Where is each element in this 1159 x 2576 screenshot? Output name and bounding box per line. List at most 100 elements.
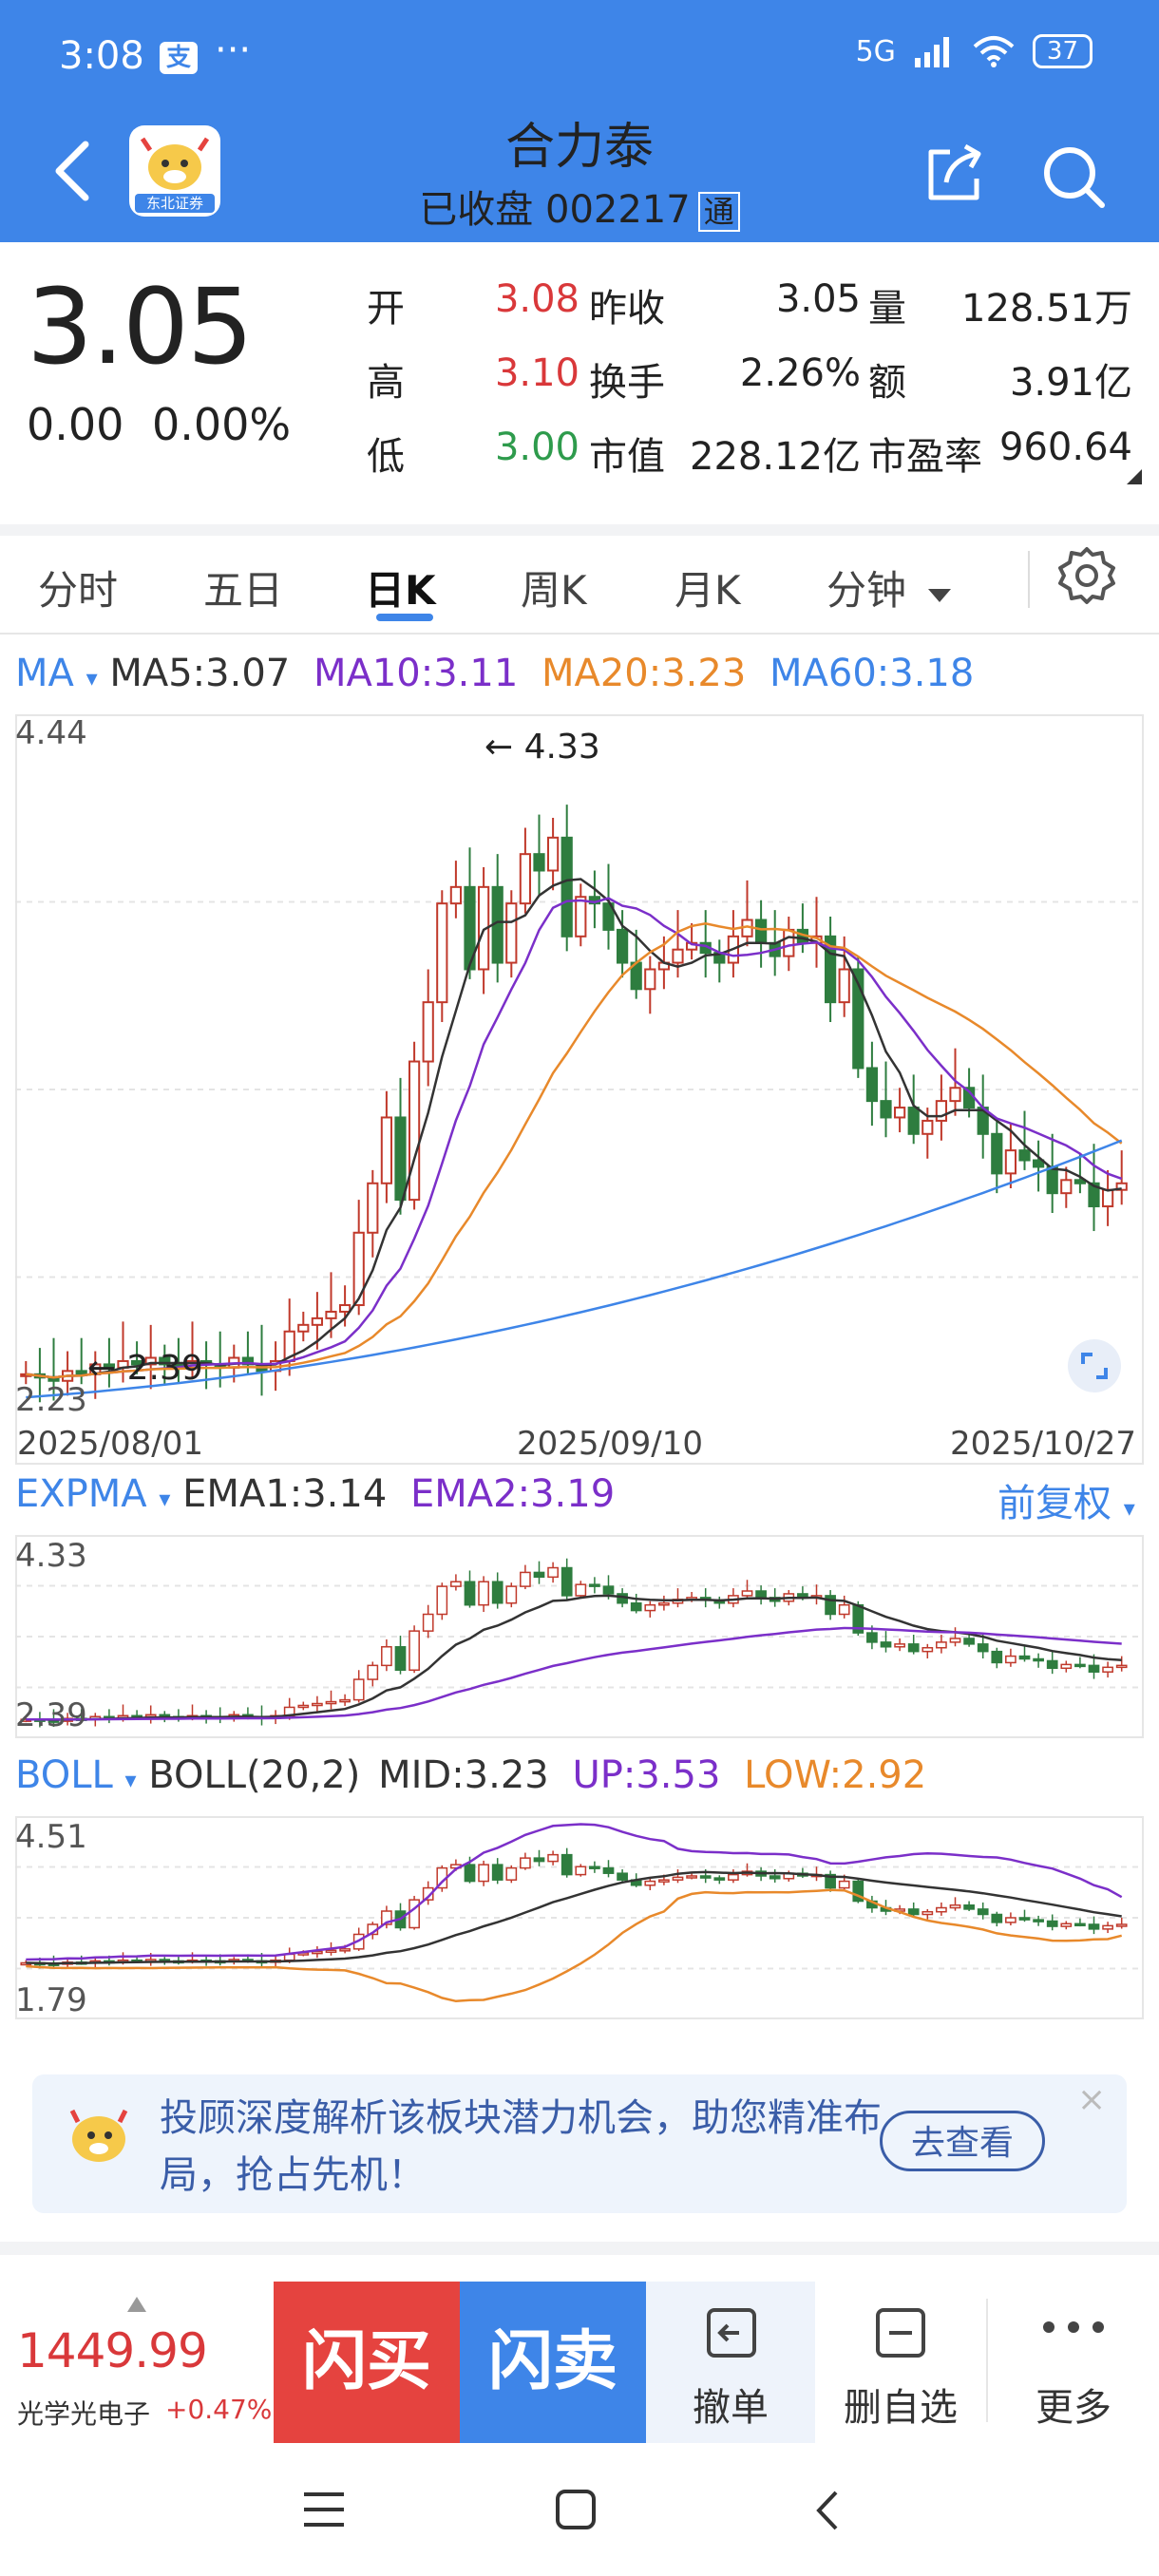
boll-legend: BOLL ▾ BOLL(20,2) MID:3.23 UP:3.53 LOW:2…: [15, 1753, 926, 1797]
candle-body: [144, 1356, 157, 1366]
tab-minute[interactable]: 分钟: [826, 559, 953, 616]
expand-triangle-icon[interactable]: [1127, 469, 1142, 484]
candle-body: [644, 1603, 656, 1612]
candle-body: [520, 1857, 531, 1869]
system-nav-bar: [0, 2460, 1159, 2576]
bottom-divider: [986, 2299, 988, 2422]
search-icon[interactable]: [1037, 141, 1110, 213]
candle-body: [713, 1877, 726, 1881]
volume-value: 128.51万: [961, 287, 1132, 331]
candle-body: [1032, 1159, 1045, 1168]
candle-body: [311, 1316, 324, 1326]
flash-sell-button[interactable]: 闪卖: [460, 2282, 646, 2443]
volume-label: 量: [868, 287, 906, 331]
max-price-annotation: ← 4.33: [484, 728, 600, 767]
candle-body: [1046, 1920, 1058, 1927]
candle-body: [491, 1864, 504, 1881]
broker-logo-text: 东北证券: [145, 195, 203, 212]
candle-body: [408, 1899, 420, 1929]
boll-up-value: UP:3.53: [572, 1753, 721, 1797]
status-more-dots: ···: [215, 28, 252, 72]
candle-body: [825, 1595, 836, 1616]
boll-chart[interactable]: [15, 1816, 1144, 2019]
candle-body: [491, 1581, 504, 1604]
gear-icon[interactable]: [1054, 543, 1119, 608]
cancel-order-button[interactable]: 撤单: [646, 2282, 815, 2443]
candle-body: [312, 1702, 323, 1707]
cow-logo-icon: [135, 137, 215, 213]
candle-body: [505, 1866, 518, 1881]
candle-body: [838, 1880, 850, 1889]
fullscreen-button[interactable]: [1068, 1339, 1121, 1392]
tab-weekly-k[interactable]: 周K: [521, 567, 587, 614]
share-icon[interactable]: [922, 141, 988, 207]
home-nav-icon[interactable]: [555, 2489, 597, 2530]
candle-body: [547, 1566, 559, 1579]
candle-body: [922, 1910, 934, 1916]
candle-body: [75, 1370, 87, 1375]
ema2-line: [26, 1626, 1122, 1721]
candle-body: [1060, 1663, 1073, 1670]
tab-5day[interactable]: 五日: [203, 567, 284, 614]
candle-body: [422, 1001, 434, 1063]
flash-buy-button[interactable]: 闪买: [274, 2282, 460, 2443]
candle-body: [602, 902, 615, 931]
index-up-arrow-icon: [127, 2297, 146, 2312]
boll-indicator-select[interactable]: BOLL ▾: [15, 1753, 137, 1797]
kline-chart[interactable]: [15, 714, 1144, 1465]
tab-daily-k[interactable]: 日K: [365, 567, 436, 614]
expma-indicator-select[interactable]: EXPMA ▾: [15, 1472, 171, 1516]
ma10-line: [26, 897, 1123, 1379]
candle-body: [338, 1304, 352, 1313]
candle-body: [1102, 1666, 1113, 1673]
battery-icon: 37: [1032, 34, 1092, 68]
sector-index-name[interactable]: 光学光电子: [17, 2398, 151, 2430]
expma-chart[interactable]: [15, 1535, 1144, 1738]
ema1-value: EMA1:3.14: [182, 1472, 388, 1516]
candle-body: [1033, 1919, 1044, 1923]
remove-watchlist-button[interactable]: 删自选: [815, 2282, 986, 2443]
candle-body: [381, 1646, 392, 1667]
candle-body: [1046, 1659, 1058, 1670]
candle-body: [949, 1904, 961, 1909]
promo-banner[interactable]: [32, 2074, 1127, 2213]
tab-minute-label: 分钟: [826, 567, 907, 614]
candle-body: [1004, 1149, 1017, 1175]
candle-body: [977, 1908, 989, 1916]
cancel-order-icon: [707, 2308, 756, 2358]
candle-body: [1074, 1663, 1086, 1668]
adjust-select[interactable]: 前复权 ▾: [998, 1482, 1135, 1525]
candle-body: [312, 1950, 323, 1955]
boll-low-line: [26, 1888, 1123, 2003]
more-button[interactable]: 更多: [988, 2282, 1159, 2443]
mktcap-label: 市值: [589, 435, 665, 479]
close-icon[interactable]: ×: [1077, 2080, 1107, 2119]
ma-indicator-select[interactable]: MA ▾: [15, 652, 98, 695]
candle-body: [575, 896, 587, 938]
candle-body: [1088, 1664, 1100, 1673]
candle-body: [907, 1107, 920, 1135]
candle-body: [159, 1356, 171, 1366]
promo-view-button[interactable]: 去查看: [880, 2111, 1045, 2171]
candle-body: [1018, 1917, 1031, 1921]
sector-index-change: +0.47%: [165, 2394, 273, 2425]
candle-body: [852, 968, 864, 1070]
candle-body: [922, 1647, 934, 1653]
candle-body: [936, 1641, 947, 1649]
candle-body: [546, 836, 560, 872]
back-icon[interactable]: [48, 133, 95, 209]
tab-monthly-k[interactable]: 月K: [674, 567, 741, 614]
menu-nav-icon[interactable]: [302, 2491, 346, 2529]
candle-body: [672, 948, 684, 964]
prev-close-label: 昨收: [589, 287, 665, 331]
high-label: 高: [367, 361, 405, 405]
candle-body: [241, 1356, 255, 1366]
tab-intraday[interactable]: 分时: [38, 567, 119, 614]
sector-index-value[interactable]: 1449.99: [17, 2323, 208, 2378]
boll-y-top: 4.51: [15, 1818, 87, 1856]
back-nav-icon[interactable]: [813, 2489, 842, 2532]
date-label-end: 2025/10/27: [950, 1425, 1136, 1463]
candle-body: [533, 853, 545, 872]
prev-close-value: 3.05: [775, 277, 861, 321]
open-value: 3.08: [494, 277, 580, 321]
